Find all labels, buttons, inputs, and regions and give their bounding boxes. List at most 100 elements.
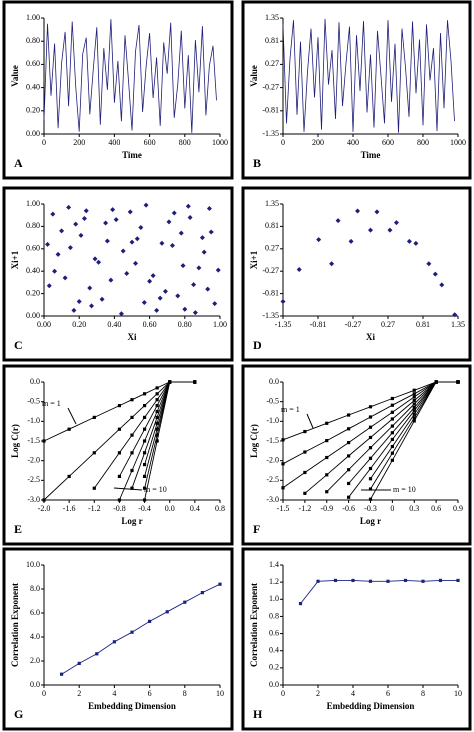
marker (325, 473, 329, 477)
marker (42, 439, 46, 443)
marker (368, 435, 373, 440)
marker (412, 398, 416, 403)
panel-label: E (14, 522, 22, 536)
marker (386, 579, 390, 583)
x-tick-label: 0 (390, 504, 394, 513)
marker (117, 427, 122, 431)
y-tick-label: -1.5 (266, 436, 279, 445)
x-tick-label: 0.60 (143, 320, 157, 329)
panel-label: B (253, 156, 261, 170)
annotation-arrow (113, 487, 143, 491)
marker (130, 451, 134, 455)
marker (193, 380, 197, 384)
marker (412, 392, 416, 396)
y-tick-label: -1.5 (27, 436, 40, 445)
marker (142, 404, 147, 408)
marker (347, 468, 351, 472)
x-tick-label: -0.6 (342, 504, 355, 513)
x-tick-label: 0.9 (453, 504, 463, 513)
x-tick-label: 1.00 (213, 320, 227, 329)
marker (130, 415, 134, 419)
y-tick-label: 0.27 (265, 59, 279, 68)
y-tick-label: 1.00 (26, 13, 40, 22)
marker (200, 591, 204, 595)
y-tick-label: 6.0 (30, 608, 40, 617)
x-tick-label: 8 (183, 689, 187, 698)
marker (412, 419, 416, 423)
panel-frame (241, 0, 472, 180)
y-axis-title: Log C(r) (10, 424, 20, 458)
x-axis-title: Log r (360, 516, 381, 526)
point (348, 238, 354, 244)
y-tick-label: 10.0 (26, 560, 40, 569)
marker (316, 579, 320, 583)
point (192, 310, 198, 316)
point (171, 210, 177, 216)
y-tick-label: 0.60 (26, 59, 40, 68)
point (182, 306, 188, 312)
marker (390, 396, 394, 401)
y-tick-label: -0.5 (266, 396, 279, 405)
x-tick-label: 0.00 (37, 320, 51, 329)
annotation-arrow (67, 407, 77, 425)
marker (130, 468, 134, 473)
marker (117, 498, 122, 502)
point (208, 229, 214, 235)
marker (368, 466, 373, 471)
x-tick-label: 0.27 (381, 320, 395, 329)
point (206, 205, 212, 211)
point (71, 307, 77, 313)
x-axis-title: Xi (128, 332, 137, 342)
marker (142, 498, 147, 502)
marker (155, 421, 159, 425)
panel: 0.00 0.20 0.40 0.60 0.80 1.00 0 200 400 600 800 100… (2, 0, 234, 180)
x-tick-label: 1.35 (451, 320, 465, 329)
marker (456, 578, 460, 583)
marker (155, 392, 159, 396)
x-tick-label: 600 (382, 138, 394, 147)
marker (303, 450, 307, 454)
marker (298, 601, 303, 606)
marker (412, 412, 416, 416)
marker (92, 486, 96, 490)
point (159, 240, 165, 246)
point (180, 263, 186, 269)
point (55, 251, 61, 257)
marker (368, 579, 373, 583)
marker (333, 578, 338, 583)
annotation: m = 10 (144, 485, 167, 494)
marker (281, 486, 285, 490)
x-axis-title: Time (122, 150, 142, 160)
marker (67, 427, 71, 431)
y-tick-label: 8.0 (30, 584, 40, 593)
x-tick-label: -1.2 (299, 504, 312, 513)
point (280, 298, 286, 304)
x-tick-label: 4 (112, 689, 116, 698)
y-tick-label: -0.81 (262, 106, 279, 115)
x-tick-label: 400 (108, 138, 120, 147)
marker (60, 672, 64, 676)
marker (390, 417, 394, 421)
marker (77, 661, 81, 665)
y-tick-label: 0.40 (26, 82, 40, 91)
x-tick-label: 0.0 (165, 504, 175, 513)
panel: -3.0-2.5-2.0-1.5-1.0-0.50.0-1.5 -1.2 -0.9-… (241, 364, 472, 546)
point (127, 209, 133, 215)
y-axis-title: Xi+1 (249, 250, 259, 269)
annotation: m = 10 (393, 485, 416, 494)
x-tick-label: 0.3 (409, 504, 419, 513)
panel: -1.35 -0.81 -0.27 0.27 0.81 1.35 -1.35 -0.81 -0.… (241, 186, 472, 362)
marker (390, 431, 394, 435)
point (46, 283, 52, 289)
point (92, 256, 98, 262)
marker (142, 415, 147, 419)
marker (438, 578, 443, 583)
point (110, 207, 116, 213)
point (452, 312, 458, 318)
marker (130, 486, 134, 490)
y-tick-label: 4.0 (30, 632, 40, 641)
marker (155, 427, 159, 431)
marker (303, 491, 307, 495)
marker (412, 409, 416, 413)
y-tick-label: 0.0 (30, 377, 40, 386)
